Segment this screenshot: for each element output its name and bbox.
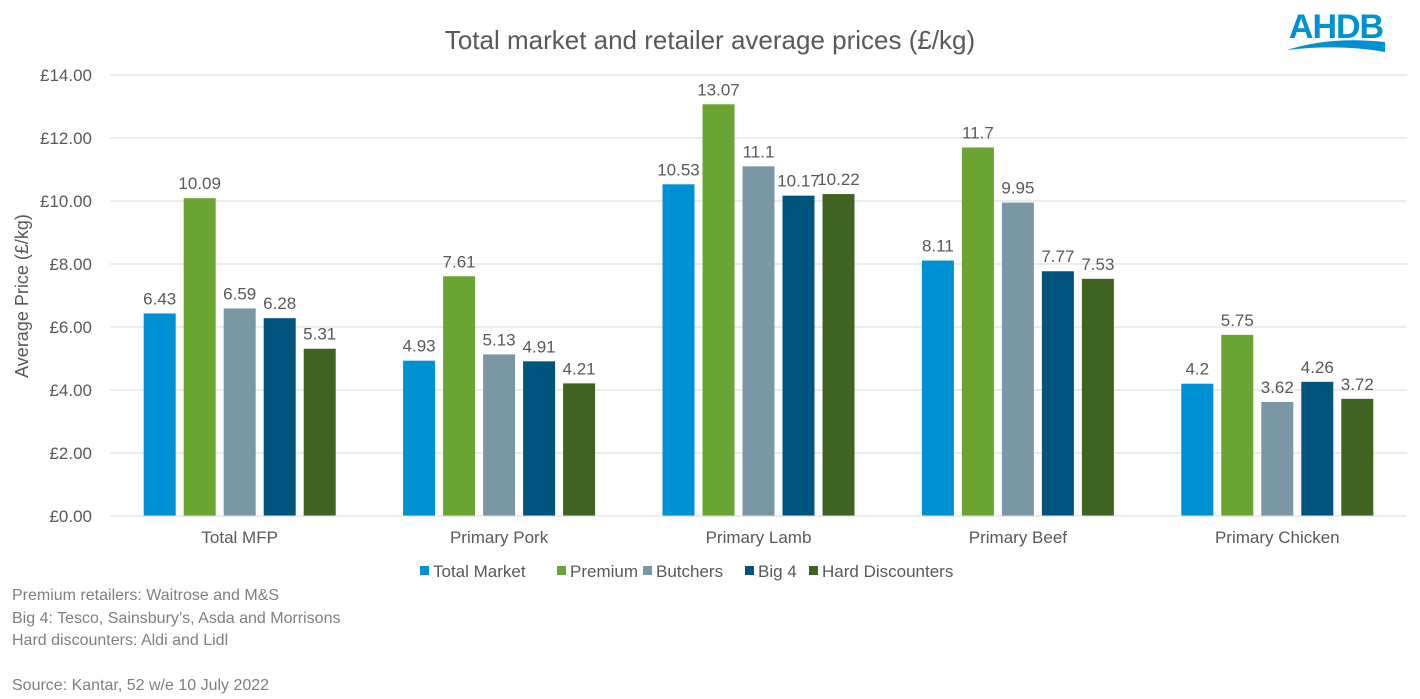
bar (523, 361, 556, 516)
bar (483, 354, 516, 516)
bar (403, 360, 436, 516)
data-label: 8.11 (922, 237, 954, 256)
bar (921, 260, 954, 516)
data-label: 11.7 (962, 123, 994, 142)
x-tick-label: Primary Beef (969, 528, 1068, 547)
data-label: 9.95 (1001, 179, 1034, 198)
bar (1221, 334, 1254, 516)
note-spacer (12, 653, 340, 676)
x-tick-label: Primary Pork (450, 528, 549, 547)
legend-label: Hard Discounters (822, 562, 953, 581)
y-tick-label: £6.00 (49, 318, 92, 337)
legend-swatch (745, 566, 754, 575)
bar (223, 308, 256, 516)
data-label: 7.77 (1041, 247, 1074, 266)
y-tick-label: £14.00 (40, 66, 92, 85)
data-label: 5.13 (483, 330, 516, 349)
legend-swatch (557, 566, 566, 575)
bar (1181, 383, 1214, 516)
data-label: 10.53 (657, 160, 700, 179)
legend-label: Big 4 (758, 562, 797, 581)
footnotes: Premium retailers: Waitrose and M&S Big … (12, 585, 340, 698)
bar (1041, 271, 1074, 516)
x-tick-label: Primary Chicken (1215, 528, 1340, 547)
legend-label: Total Market (433, 562, 526, 581)
data-label: 10.09 (178, 174, 221, 193)
data-label: 6.43 (143, 289, 176, 308)
bar (143, 313, 176, 516)
bar (443, 276, 476, 516)
bar (563, 383, 596, 516)
svg-text:AHDB: AHDB (1289, 8, 1384, 46)
data-label: 10.22 (817, 170, 860, 189)
note-premium: Premium retailers: Waitrose and M&S (12, 587, 280, 604)
data-label: 11.1 (743, 142, 775, 161)
data-label: 4.21 (563, 359, 596, 378)
data-label: 13.07 (697, 80, 740, 99)
data-label: 7.61 (443, 252, 476, 271)
bar (702, 104, 735, 517)
note-discounters: Hard discounters: Aldi and Lidl (12, 632, 229, 649)
legend-label: Premium (570, 562, 638, 581)
legend-swatch (809, 566, 818, 575)
data-label: 3.72 (1341, 375, 1374, 394)
data-label: 7.53 (1081, 255, 1114, 274)
bar (1341, 398, 1374, 516)
bar (662, 184, 695, 516)
y-tick-label: £2.00 (49, 444, 92, 463)
y-tick-label: £0.00 (49, 507, 92, 526)
chart-title: Total market and retailer average prices… (445, 25, 975, 55)
data-label: 10.17 (777, 172, 820, 191)
data-label: 6.59 (223, 284, 256, 303)
data-label: 5.31 (303, 325, 336, 344)
bar (263, 318, 296, 516)
note-source: Source: Kantar, 52 w/e 10 July 2022 (12, 677, 270, 694)
ahdb-logo: AHDB (1287, 8, 1385, 52)
bar (1001, 202, 1034, 516)
bar (822, 194, 855, 516)
y-tick-label: £10.00 (40, 192, 92, 211)
data-label: 3.62 (1261, 378, 1294, 397)
legend-swatch (420, 566, 429, 575)
x-tick-label: Total MFP (201, 528, 278, 547)
data-label: 4.91 (523, 337, 556, 356)
data-label: 5.75 (1221, 311, 1254, 330)
bar (742, 166, 775, 516)
note-big4: Big 4: Tesco, Sainsbury’s, Asda and Morr… (12, 609, 341, 627)
y-tick-label: £4.00 (49, 381, 92, 400)
bar (1081, 278, 1114, 516)
data-label: 6.28 (263, 294, 296, 313)
data-label: 4.26 (1301, 358, 1334, 377)
data-label: 4.2 (1185, 360, 1209, 379)
y-axis-label: Average Price (£/kg) (12, 214, 32, 378)
y-tick-label: £8.00 (49, 255, 92, 274)
legend-swatch (643, 566, 652, 575)
data-label: 4.93 (403, 337, 436, 356)
bar (961, 147, 994, 516)
bar (782, 195, 815, 516)
bar (1261, 401, 1294, 516)
bar (1301, 381, 1334, 516)
y-tick-label: £12.00 (40, 129, 92, 148)
legend-label: Butchers (656, 562, 723, 581)
bar (183, 198, 216, 517)
bar (303, 348, 336, 516)
x-tick-label: Primary Lamb (706, 528, 812, 547)
